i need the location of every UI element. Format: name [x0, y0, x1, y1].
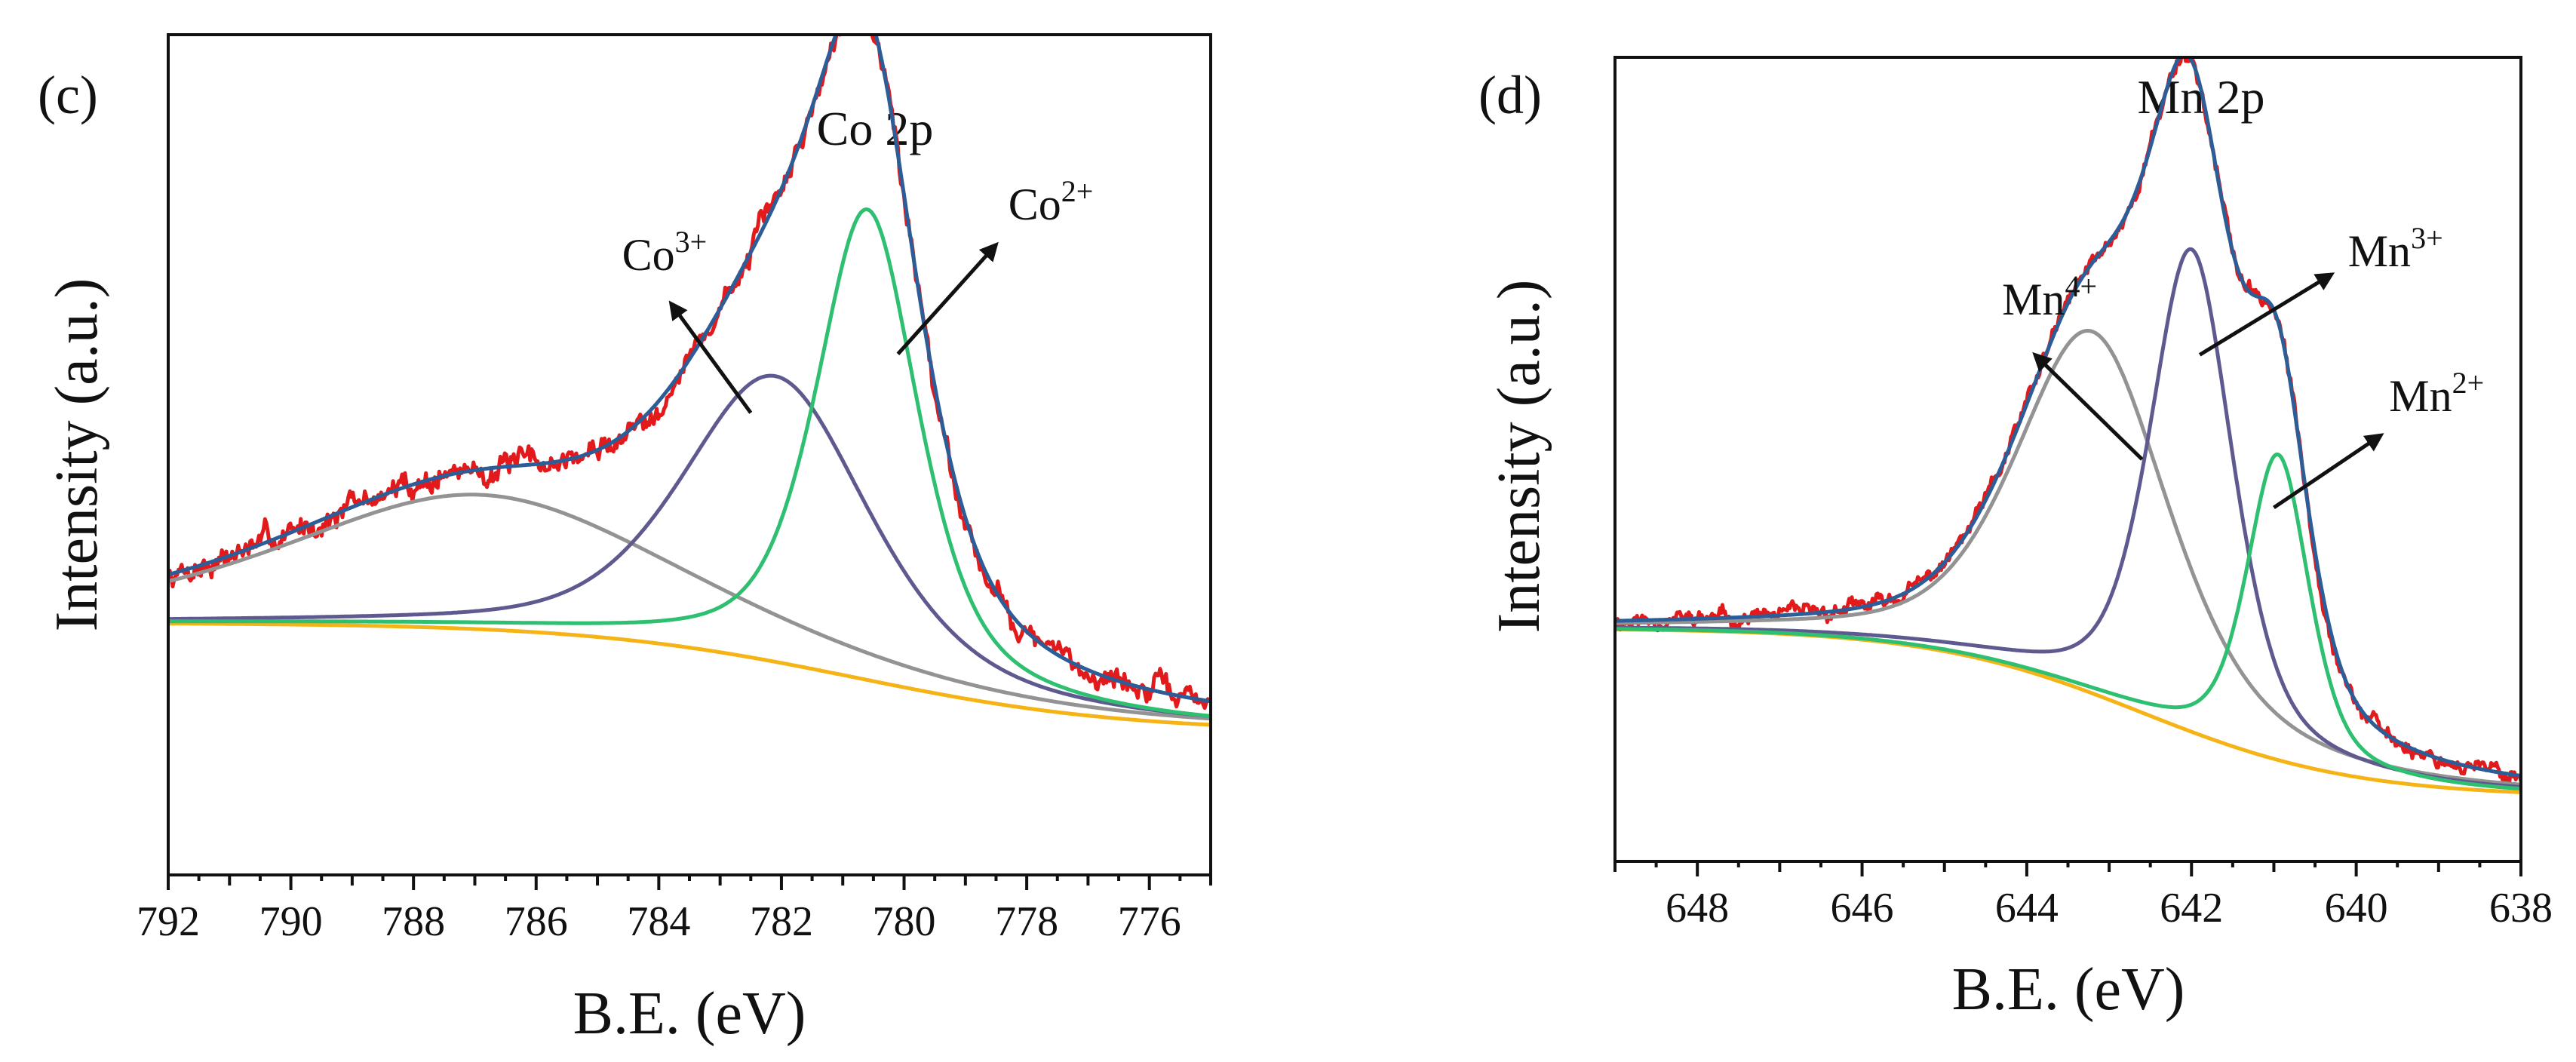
- x-axis-c: 792 790 788 786 784 782 780 778 776: [137, 875, 1212, 945]
- panel-c: (c) Co 2p Co3+ Co2+ 792 790 788 786 784 782 780…: [38, 33, 1212, 1047]
- plot-frame-c: [167, 33, 1212, 876]
- x-tick-label-c: 786: [505, 898, 568, 945]
- label-co-3plus-c: Co3+: [622, 225, 708, 280]
- label-mn-4plus-d: Mn4+: [2002, 269, 2097, 324]
- x-tick-label-c: 782: [750, 898, 813, 945]
- x-axis-title-c: B.E. (eV): [573, 981, 806, 1047]
- series-mn4plus-d: [1615, 329, 2521, 787]
- series-co3plus-c: [168, 373, 1211, 718]
- y-axis-title-d: Intensity (a.u.): [1486, 280, 1552, 634]
- series-co2plus-c: [168, 207, 1211, 718]
- x-tick-label-c: 788: [382, 898, 445, 945]
- panel-tag-d: (d): [1478, 65, 1542, 125]
- x-tick-label-c: 776: [1118, 898, 1181, 945]
- x-tick-label-c: 792: [137, 898, 200, 945]
- annotations-d: Mn4+ Mn3+ Mn2+: [2002, 221, 2484, 510]
- plot-area-d: [1615, 57, 2521, 794]
- series-experimental-d: [1615, 57, 2521, 786]
- x-tick-label-d: 642: [2160, 885, 2223, 932]
- annotations-c: Co3+ Co2+: [622, 174, 1094, 414]
- plot-area-c: [168, 35, 1211, 727]
- x-tick-label-d: 648: [1666, 885, 1729, 932]
- series-envelope-d: [1615, 57, 2521, 778]
- x-tick-label-d: 644: [1995, 885, 2059, 932]
- arrow-co-3plus-c: [668, 300, 753, 414]
- label-co-2plus-c: Co2+: [1009, 174, 1094, 229]
- panel-d: (d) Mn 2p Mn4+Mn3+Mn2+ 648 646 644 642 640 63…: [1478, 56, 2553, 1023]
- series-mn2plus-d: [1615, 452, 2521, 791]
- arrow-mn-2plus-d: [2273, 433, 2384, 510]
- x-tick-label-c: 778: [995, 898, 1058, 945]
- series-satellite-c: [168, 493, 1211, 721]
- label-mn-2plus-d: Mn2+: [2389, 366, 2484, 421]
- y-axis-title-c: Intensity (a.u.): [44, 278, 110, 632]
- x-axis-title-d: B.E. (eV): [1952, 956, 2185, 1023]
- x-tick-label-d: 640: [2325, 885, 2388, 932]
- x-axis-d: 648 646 644 642 640 638: [1613, 861, 2553, 932]
- x-tick-label-c: 790: [259, 898, 323, 945]
- x-tick-label-d: 646: [1831, 885, 1894, 932]
- series-envelope-c: [168, 35, 1211, 704]
- series-experimental-c: [168, 35, 1211, 711]
- panel-tag-c: (c): [38, 65, 98, 125]
- x-tick-label-d: 638: [2489, 885, 2553, 932]
- label-mn-3plus-d: Mn3+: [2348, 221, 2443, 276]
- series-mn3plus-d: [1615, 247, 2521, 789]
- x-tick-label-c: 784: [627, 898, 690, 945]
- x-tick-label-c: 780: [873, 898, 936, 945]
- arrow-mn-4plus-d: [2032, 351, 2144, 461]
- plot-title-c: Co 2p: [817, 102, 934, 155]
- arrow-mn-3plus-d: [2198, 272, 2335, 357]
- series-background-c: [168, 622, 1211, 727]
- plot-frame-d: [1613, 56, 2522, 863]
- arrow-co-2plus-c: [896, 241, 999, 355]
